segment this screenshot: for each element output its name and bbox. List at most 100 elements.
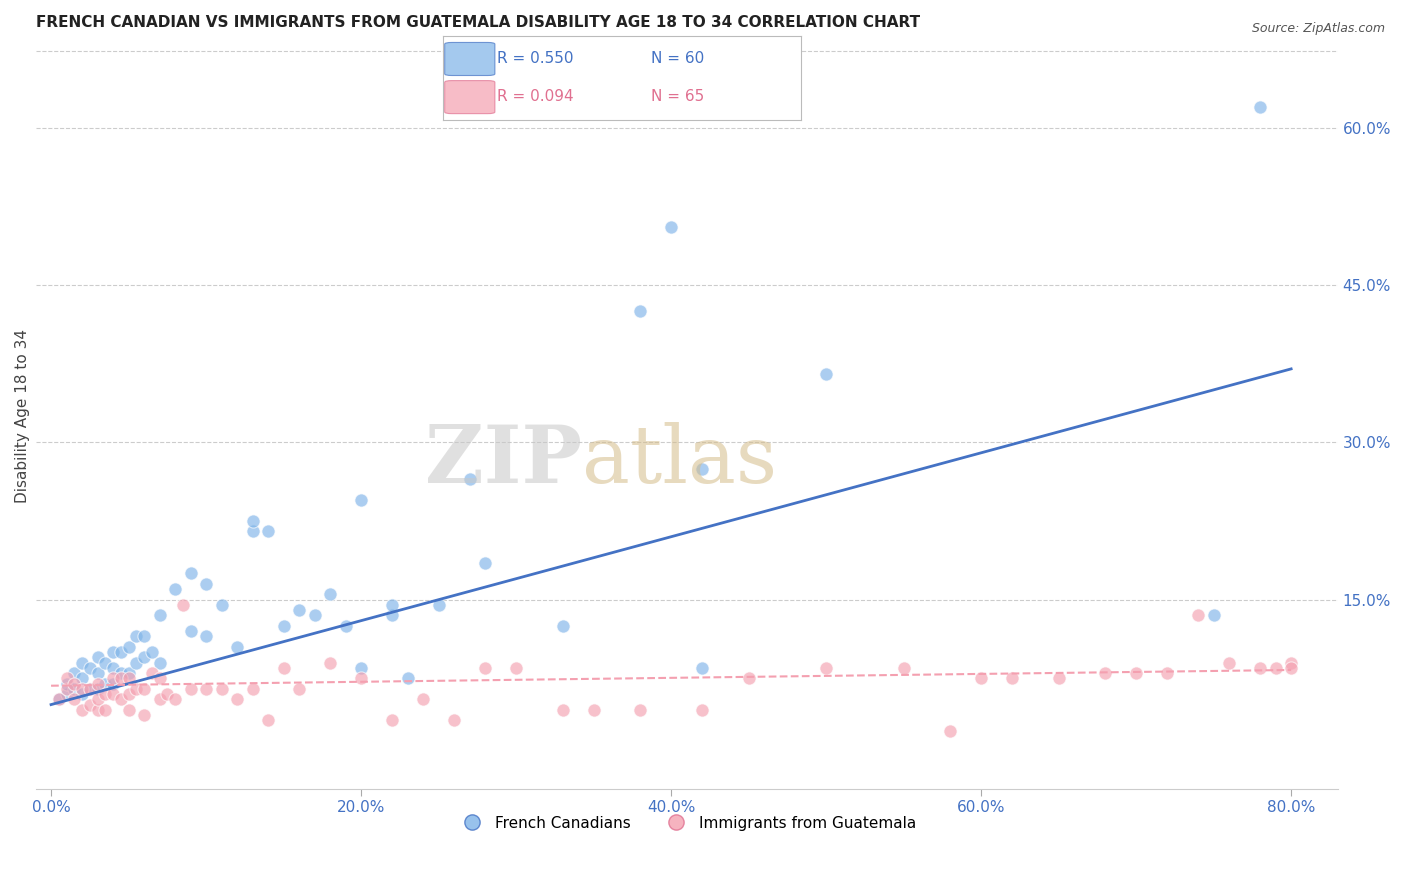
Point — [79, 661, 101, 675]
Point — [86, 692, 108, 706]
Point — [86, 650, 108, 665]
Point — [125, 629, 148, 643]
Point — [141, 666, 163, 681]
Point — [165, 692, 187, 706]
Point — [172, 598, 194, 612]
Point — [381, 714, 404, 728]
Text: R = 0.550: R = 0.550 — [496, 51, 574, 66]
Point — [381, 608, 404, 623]
Point — [117, 672, 139, 686]
Legend: French Canadians, Immigrants from Guatemala: French Canadians, Immigrants from Guatem… — [450, 810, 922, 837]
Point — [412, 692, 434, 706]
Point — [132, 708, 155, 723]
Point — [1094, 666, 1116, 681]
Point — [628, 703, 651, 717]
Point — [148, 608, 170, 623]
Point — [690, 703, 713, 717]
Point — [242, 681, 264, 696]
Point — [242, 524, 264, 539]
Point — [48, 692, 70, 706]
FancyBboxPatch shape — [444, 43, 495, 76]
Point — [148, 692, 170, 706]
Point — [148, 656, 170, 670]
Point — [1264, 661, 1286, 675]
Point — [101, 672, 124, 686]
Point — [48, 692, 70, 706]
Point — [70, 703, 93, 717]
Point — [335, 619, 357, 633]
Point — [125, 656, 148, 670]
Point — [110, 672, 132, 686]
Point — [117, 640, 139, 654]
Point — [55, 676, 77, 690]
Point — [1279, 656, 1302, 670]
Point — [288, 603, 311, 617]
Text: Source: ZipAtlas.com: Source: ZipAtlas.com — [1251, 22, 1385, 36]
Point — [1279, 661, 1302, 675]
Point — [226, 640, 249, 654]
Point — [815, 661, 838, 675]
Point — [1249, 100, 1271, 114]
Point — [474, 556, 496, 570]
Point — [86, 676, 108, 690]
Point — [70, 687, 93, 701]
Point — [94, 656, 117, 670]
Point — [101, 687, 124, 701]
Point — [458, 472, 481, 486]
Point — [893, 661, 915, 675]
Point — [396, 672, 419, 686]
Point — [101, 676, 124, 690]
Point — [94, 687, 117, 701]
Point — [70, 681, 93, 696]
Point — [1218, 656, 1240, 670]
Point — [110, 692, 132, 706]
Point — [242, 514, 264, 528]
Point — [63, 676, 86, 690]
Y-axis label: Disability Age 18 to 34: Disability Age 18 to 34 — [15, 329, 30, 503]
Point — [94, 703, 117, 717]
Point — [94, 676, 117, 690]
Point — [63, 692, 86, 706]
Point — [1125, 666, 1147, 681]
Text: ZIP: ZIP — [426, 422, 582, 500]
Point — [180, 566, 202, 581]
Point — [195, 681, 218, 696]
Point — [443, 714, 465, 728]
Point — [551, 703, 574, 717]
Point — [70, 672, 93, 686]
Point — [79, 698, 101, 712]
Point — [86, 681, 108, 696]
Point — [110, 645, 132, 659]
Point — [582, 703, 605, 717]
Point — [132, 629, 155, 643]
Point — [737, 672, 759, 686]
Point — [195, 629, 218, 643]
Text: R = 0.094: R = 0.094 — [496, 89, 574, 104]
FancyBboxPatch shape — [444, 80, 495, 113]
Point — [970, 672, 993, 686]
Point — [350, 661, 373, 675]
Text: atlas: atlas — [582, 422, 778, 500]
Point — [55, 672, 77, 686]
Point — [141, 645, 163, 659]
Point — [427, 598, 450, 612]
Point — [319, 587, 342, 601]
Point — [195, 577, 218, 591]
Point — [288, 681, 311, 696]
Point — [273, 619, 295, 633]
Point — [1047, 672, 1070, 686]
Point — [350, 672, 373, 686]
Point — [690, 461, 713, 475]
Point — [1249, 661, 1271, 675]
Point — [939, 723, 962, 738]
Point — [304, 608, 326, 623]
Point — [165, 582, 187, 597]
Point — [117, 666, 139, 681]
Point — [110, 666, 132, 681]
Point — [319, 656, 342, 670]
Point — [63, 666, 86, 681]
Point — [132, 650, 155, 665]
Point — [1001, 672, 1024, 686]
Point — [132, 681, 155, 696]
Point — [79, 681, 101, 696]
